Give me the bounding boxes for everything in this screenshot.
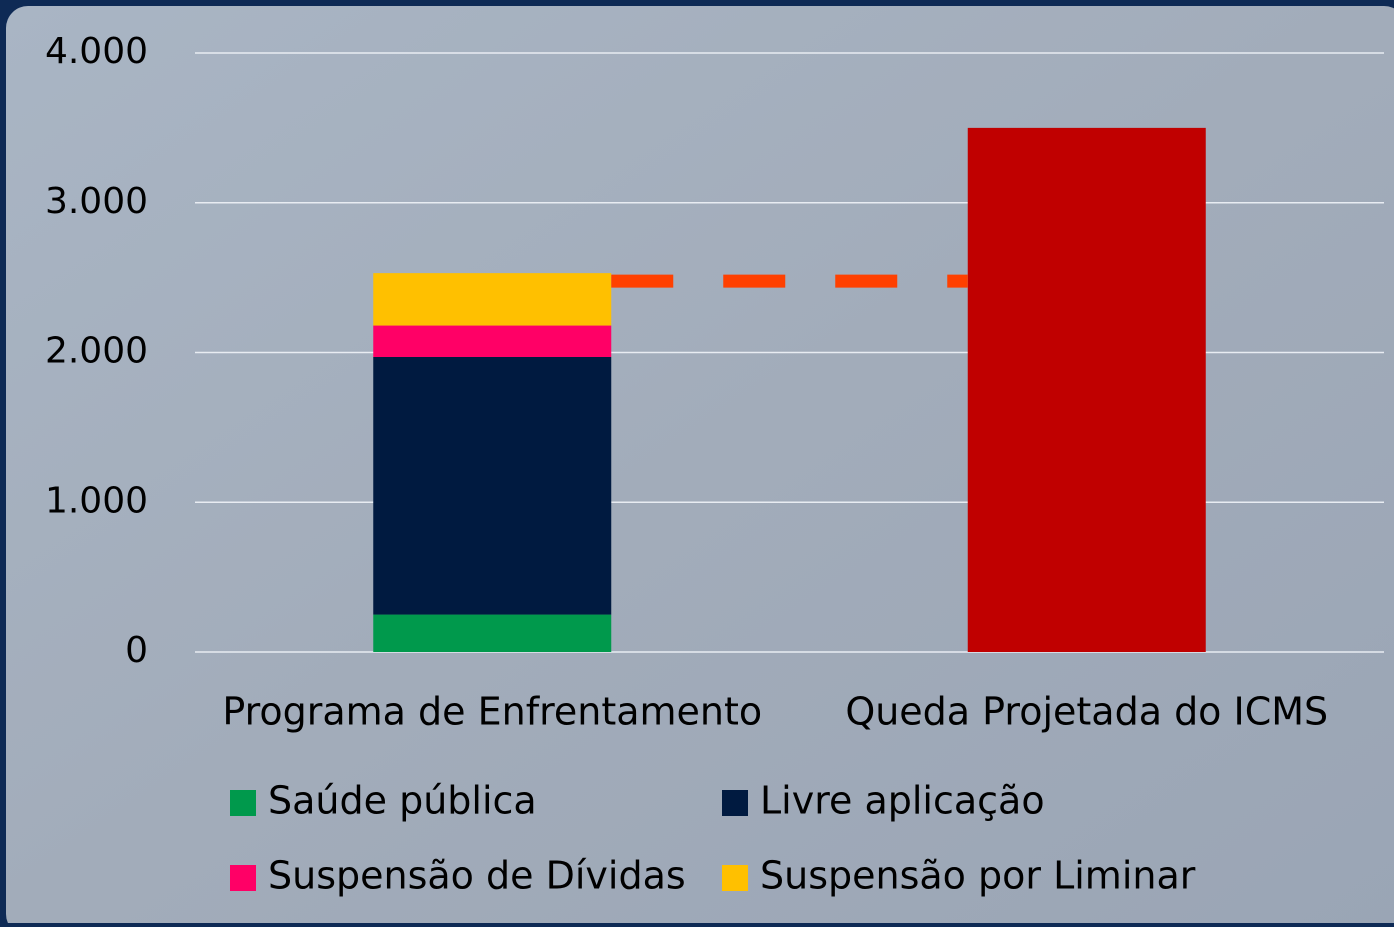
y-tick-label: 3.000 [45, 181, 148, 222]
bar-segment [967, 127, 1206, 652]
legend-label: Suspensão de Dívidas [268, 854, 686, 898]
legend-swatch [230, 865, 256, 891]
y-tick-label: 0 [125, 630, 148, 671]
y-tick-label: 1.000 [45, 480, 148, 521]
y-tick-label: 4.000 [45, 31, 148, 72]
legend-label: Suspensão por Liminar [760, 854, 1196, 898]
legend-swatch [230, 790, 256, 816]
bar-segment [373, 356, 612, 615]
legend-swatch [722, 865, 748, 891]
bar-segment [373, 614, 612, 652]
bar-segment [373, 325, 612, 357]
legend-swatch [722, 790, 748, 816]
legend-label: Livre aplicação [760, 779, 1045, 823]
x-tick-label: Programa de Enfrentamento [222, 690, 762, 734]
y-tick-label: 2.000 [45, 331, 148, 372]
bar-segment [373, 273, 612, 326]
legend-label: Saúde pública [268, 779, 537, 823]
x-tick-label: Queda Projetada do ICMS [845, 690, 1328, 734]
